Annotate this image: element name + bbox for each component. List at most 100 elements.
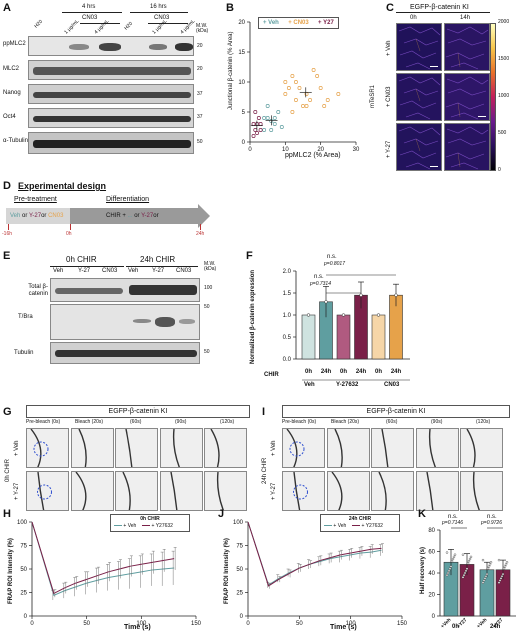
i-frap-image [460, 471, 503, 511]
j-series-line [247, 521, 382, 587]
g-row-2: + Y-27 [14, 482, 20, 500]
f-bar-dot [359, 293, 363, 297]
j-ytick-label: 0 [240, 614, 244, 620]
g-membrane [74, 472, 87, 510]
k-point [484, 575, 488, 578]
b-point [269, 119, 274, 123]
j-xlabel: Time (s) [330, 624, 357, 631]
f-bar-chart: 0.0 0.5 1.0 1.5 2.0 0h 24h 0h 24h 0h 24h [283, 269, 410, 381]
d-pretreatment-text: Veh or Y-27or CN03 [10, 213, 63, 219]
a-lane-4: H20 [123, 20, 135, 32]
k-ytick-label: 0 [432, 614, 436, 620]
i-membrane [286, 429, 298, 467]
k-point [504, 563, 508, 566]
e-group-0h: 0h CHIR [66, 255, 97, 264]
f-ytick-label: 1.5 [283, 291, 292, 297]
k-point [452, 555, 456, 559]
i-membrane [293, 472, 301, 510]
a-blot-label-3: Nanog [3, 90, 21, 96]
b-point [272, 116, 277, 120]
k-point [497, 558, 501, 562]
i-roi-circle [293, 484, 308, 500]
k-point [447, 569, 451, 573]
g-frap-image [159, 428, 203, 468]
b-legend-veh: + Veh [263, 20, 279, 26]
g-frap-image [26, 471, 69, 511]
k-point [498, 579, 502, 582]
g-frap-image [204, 471, 247, 511]
h-legend-y27: + Y27632 [151, 523, 173, 529]
e-lane-5: Y-27 [152, 268, 165, 274]
c-image-veh-14h [444, 23, 490, 71]
f-bar [301, 314, 316, 360]
f-time-label: 24h [391, 369, 402, 375]
f-time-label: 0h [375, 369, 382, 375]
g-frap-image [204, 428, 247, 468]
b-point [301, 104, 305, 108]
b-point [255, 131, 260, 135]
c-col-14h: 14h [460, 15, 471, 21]
b-point [293, 98, 298, 102]
i-membrane [381, 429, 389, 467]
j-ytick-label: 100 [233, 520, 244, 526]
k-point [489, 561, 493, 564]
a-blot-mlc2 [28, 60, 194, 80]
f-row-chir: CHIR [264, 372, 279, 378]
b-point [265, 116, 270, 120]
c-image-veh-0h [396, 23, 442, 71]
b-xtick-label: 0 [248, 147, 252, 153]
b-point [262, 128, 267, 132]
f-group-veh: Veh [304, 382, 315, 388]
i-row-2: + Y-27 [271, 482, 277, 500]
h-ytick-label: 75 [20, 544, 27, 550]
panel-label-e: E [3, 250, 11, 262]
c-scalebar-2 [478, 116, 486, 117]
k-point [464, 569, 468, 573]
b-point [253, 110, 258, 114]
k-ns-1: n.s. [448, 514, 458, 520]
g-membrane [169, 472, 177, 510]
i-roi-circle [289, 441, 305, 457]
k-point [446, 571, 450, 575]
b-point [251, 122, 256, 126]
f-ytick-label: 2.0 [283, 269, 292, 275]
e-lane-1: Veh [53, 268, 64, 274]
c-row-1: + Veh [386, 40, 392, 56]
a-lane-6: 4 μg/mL [179, 18, 197, 36]
f-time-label: 0h [305, 369, 312, 375]
i-col-2: Bleach (20s) [331, 419, 360, 425]
f-ytick-label: 0.5 [283, 335, 292, 341]
k-point [497, 581, 501, 584]
panel-label-g: G [3, 406, 12, 418]
b-point [256, 116, 261, 120]
e-blot-mw-2: 50 [204, 304, 210, 310]
c-row-3: + Y-27 [386, 140, 392, 158]
d-chir: CHIR + [106, 213, 126, 219]
a-bracket-4h [62, 12, 122, 13]
h-series-line [31, 521, 175, 597]
panel-label-k: K [418, 508, 426, 520]
k-point [482, 579, 486, 582]
d-or2: or [41, 213, 47, 219]
i-frap-image [460, 428, 503, 468]
h-ytick-label: 25 [20, 591, 27, 597]
j-ytick-label: 50 [236, 567, 243, 573]
c-colorbar [490, 23, 496, 171]
c-image-y27-0h [396, 123, 442, 171]
b-point [336, 92, 341, 96]
g-roi-circle [33, 441, 49, 457]
f-group-cn03: CN03 [384, 382, 400, 388]
g-membrane [122, 472, 131, 510]
d-pretreatment: Pre-treatment [14, 196, 57, 203]
c-colorbar-tick-5: 0 [498, 167, 501, 173]
a-blot-nanog [28, 84, 194, 104]
g-row-1: + Veh [14, 440, 20, 456]
c-image-cn03-14h [444, 73, 490, 121]
d-tick-0 [70, 224, 71, 230]
panel-label-b: B [226, 2, 234, 14]
j-ylabel: FRAP ROI Intensity (%) [224, 538, 230, 604]
a-blot-mw-3: 37 [197, 91, 203, 97]
h-line-chart: 0 25 50 75 100 0 50 100 150 [17, 520, 202, 627]
b-legend: + Veh + CN03 + Y27 [258, 17, 339, 29]
